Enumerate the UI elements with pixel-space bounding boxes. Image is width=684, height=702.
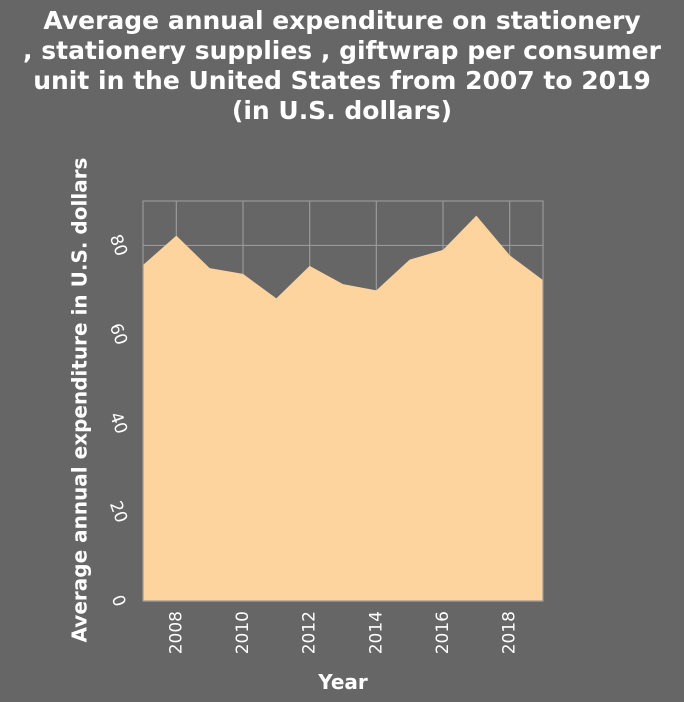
y-axis-ticks: 0 20 40 60 80: [105, 232, 131, 610]
x-tick-label: 2016: [433, 611, 453, 654]
plot-frame: [142, 200, 544, 602]
x-tick-label: 2018: [500, 611, 520, 654]
y-tick-label: 40: [105, 410, 131, 437]
x-tick-label: 2010: [233, 611, 253, 654]
x-tick-label: 2012: [300, 611, 320, 654]
y-axis-label: Average annual expenditure in U.S. dolla…: [68, 158, 92, 643]
x-tick-label: 2008: [166, 611, 186, 654]
expenditure-area: [143, 215, 543, 601]
x-tick-label: 2014: [366, 611, 386, 654]
y-tick-label: 20: [105, 499, 131, 526]
chart-title: Average annual expenditure on stationery…: [23, 6, 661, 125]
x-axis-ticks: 2008 2010 2012 2014 2016 2018: [166, 611, 519, 654]
y-tick-label: 0: [107, 592, 129, 609]
y-tick-label: 80: [105, 232, 131, 259]
y-tick-label: 60: [105, 321, 131, 348]
x-axis-label: Year: [317, 670, 368, 694]
